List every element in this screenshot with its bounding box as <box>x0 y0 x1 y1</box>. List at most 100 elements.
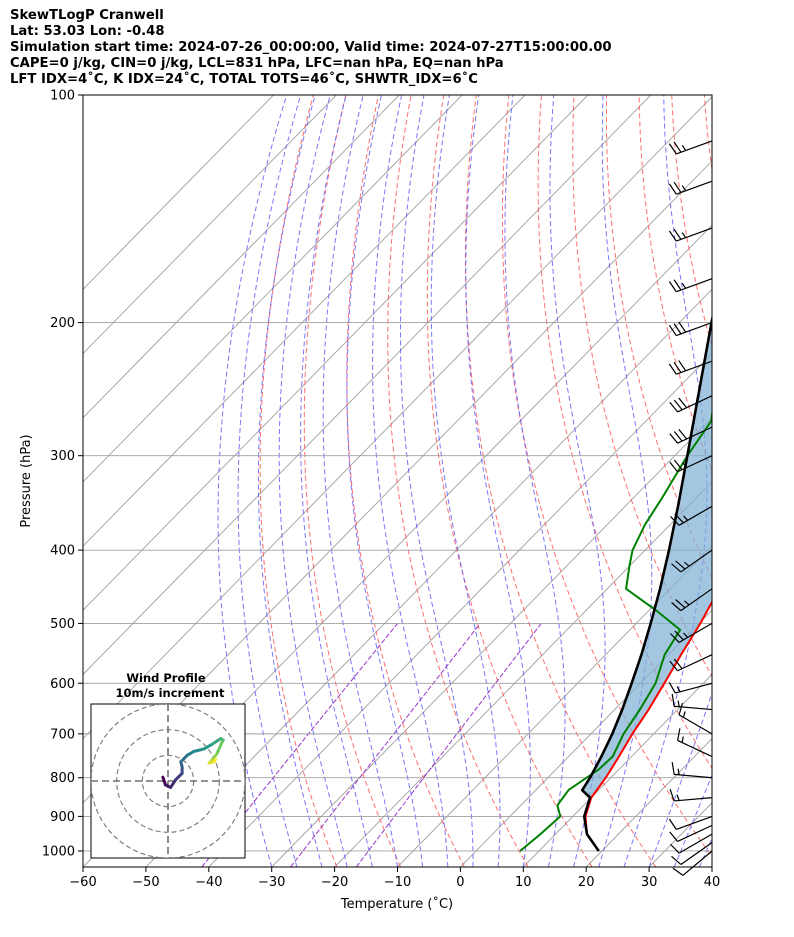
wind-barb-shaft <box>676 322 713 337</box>
wind-barb-half-flag <box>677 768 680 775</box>
mixing-ratio-line <box>355 623 542 867</box>
x-tick-label: −40 <box>195 875 222 890</box>
x-tick-label: 10 <box>515 875 532 890</box>
wind-barb-shaft <box>675 682 713 694</box>
isotherm-line <box>83 95 463 483</box>
wind-barb-flag <box>671 563 682 573</box>
x-tick-label: −60 <box>69 875 96 890</box>
moist-adiabat-line <box>237 95 302 867</box>
wind-barb <box>670 833 713 854</box>
wind-barb-half-flag <box>683 515 689 521</box>
wind-barb-flag <box>673 141 682 153</box>
wind-barb-flag <box>678 702 684 716</box>
x-tick-label: −30 <box>258 875 285 890</box>
x-tick-label: 40 <box>704 875 721 890</box>
wind-barb-flag <box>669 789 675 802</box>
dry-adiabat-line <box>259 95 338 867</box>
wind-barb-shaft <box>677 654 713 672</box>
wind-barb-shaft <box>677 455 713 473</box>
wind-barb-flag <box>676 728 681 741</box>
wind-barb <box>668 815 713 830</box>
sounding-series <box>519 313 712 852</box>
wind-barb-shaft <box>674 797 713 802</box>
dry-adiabat-line <box>426 95 593 867</box>
isotherm-line <box>145 288 712 867</box>
isotherm-line <box>83 95 652 676</box>
wind-barb-half-flag <box>682 462 688 468</box>
wind-barb-shaft <box>682 850 713 876</box>
chart-title-block: SkewTLogP Cranwell Lat: 53.03 Lon: -0.48… <box>10 8 612 88</box>
x-axis-ticks: −60 −50 −40 −30 −20 −10 0 10 20 30 40 <box>69 867 720 890</box>
wind-barb-flag <box>673 459 683 471</box>
wind-barb-flag <box>673 658 683 670</box>
x-tick-label: 20 <box>578 875 595 890</box>
y-tick-label: 1000 <box>42 844 75 859</box>
wind-barb-flag <box>678 360 687 372</box>
chart-title-indices-2: LFT IDX=4˚C, K IDX=24˚C, TOTAL TOTS=46˚C… <box>10 72 478 87</box>
wind-barb-flag <box>668 818 677 830</box>
wind-barb-flag <box>671 762 675 775</box>
wind-barb <box>678 702 713 735</box>
moist-adiabat-line <box>673 773 712 867</box>
moist-adiabat-line <box>322 95 398 867</box>
y-axis-ticks: 100 200 300 400 500 600 700 800 900 1000 <box>42 89 83 859</box>
x-tick-label: 30 <box>641 875 658 890</box>
wind-barb-flag <box>673 431 683 442</box>
isotherm-lines <box>83 95 712 867</box>
wind-barb <box>676 728 713 758</box>
y-tick-label: 800 <box>50 771 75 786</box>
wind-barb-flag <box>673 279 682 291</box>
wind-barb-half-flag <box>681 282 687 289</box>
isotherm-line <box>522 673 712 867</box>
wind-barb-half-flag <box>681 736 684 743</box>
wind-barb-half-flag <box>682 711 686 718</box>
wind-barb <box>669 455 713 473</box>
moist-adiabat-line <box>504 95 566 867</box>
wind-barb <box>670 505 713 526</box>
dry-adiabat-line <box>737 95 794 867</box>
wind-barb-flag <box>671 602 682 612</box>
wind-barb <box>668 278 713 293</box>
wind-barb-flag <box>678 397 688 409</box>
y-tick-label: 700 <box>50 727 75 742</box>
wind-barb-flag <box>678 428 688 440</box>
wind-barb-shaft <box>678 622 713 643</box>
hodograph-segment <box>211 737 223 746</box>
moist-adiabat-lines <box>217 95 794 867</box>
x-axis-label: Temperature (˚C) <box>340 896 453 912</box>
wind-barb-flag <box>670 843 680 854</box>
hodograph-segment <box>215 741 224 756</box>
wind-barb-flag <box>669 401 679 413</box>
hodograph-title: Wind Profile <box>126 671 206 685</box>
isotherm-line <box>334 481 712 867</box>
wind-barb <box>668 321 713 337</box>
x-tick-label: −20 <box>321 875 348 890</box>
moist-adiabat-line <box>725 95 794 867</box>
wind-barb <box>668 140 713 155</box>
wind-barb-shaft <box>678 833 713 854</box>
wind-barb <box>668 681 713 694</box>
wind-barb-flag <box>673 181 682 193</box>
wind-barb-flag <box>668 143 677 155</box>
wind-barb-flag <box>668 230 677 242</box>
wind-barb-flag <box>669 433 679 444</box>
wind-barb-flag <box>675 599 686 609</box>
isotherm-line <box>83 95 589 611</box>
wind-barb <box>668 360 713 375</box>
x-tick-label: 0 <box>456 875 464 890</box>
x-tick-label: −50 <box>132 875 159 890</box>
y-tick-label: 100 <box>50 89 75 104</box>
wind-barb-half-flag <box>684 561 690 567</box>
wind-barb <box>671 588 713 612</box>
wind-barb-shaft <box>674 773 713 779</box>
wind-barb-flag <box>674 630 684 641</box>
moist-adiabat-line <box>346 95 424 867</box>
isotherm-line <box>208 352 712 867</box>
wind-barb-shaft <box>676 227 713 242</box>
dry-adiabat-line <box>703 95 712 173</box>
moist-adiabat-line <box>465 95 531 867</box>
wind-barb-flag <box>668 183 677 195</box>
parcel-path-line <box>580 313 712 852</box>
wind-barb <box>671 842 713 865</box>
dry-adiabat-line <box>303 95 402 867</box>
